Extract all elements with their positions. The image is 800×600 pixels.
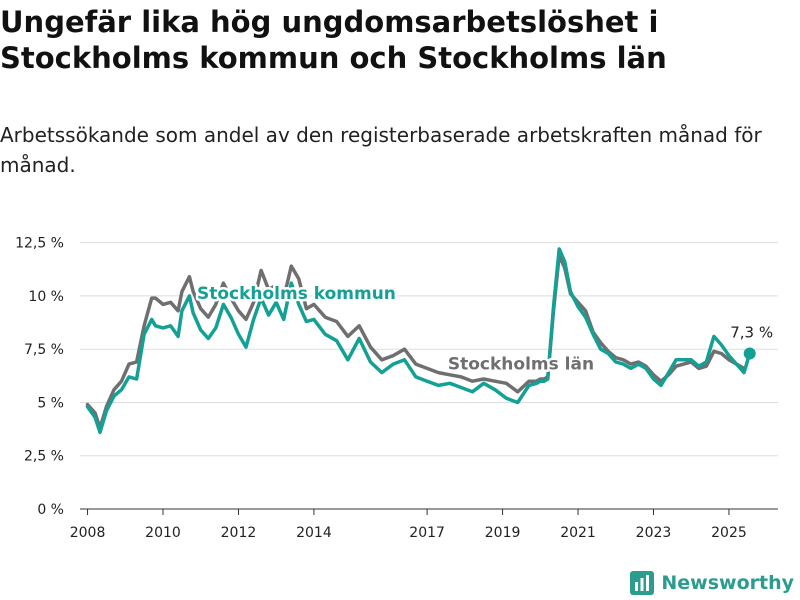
x-tick-label: 2021 bbox=[560, 525, 596, 541]
chart-title: Ungefär lika hög ungdomsarbetslöshet i S… bbox=[0, 5, 667, 75]
y-tick-label: 7,5 % bbox=[24, 342, 64, 358]
x-tick-label: 2010 bbox=[145, 525, 181, 541]
logo-text: Newsworthy bbox=[661, 572, 794, 594]
y-tick-label: 5 % bbox=[37, 395, 64, 411]
chart-subtitle: Arbetssökande som andel av den registerb… bbox=[0, 123, 762, 177]
series-label-halo: Stockholms kommun bbox=[197, 284, 396, 304]
y-tick-label: 2,5 % bbox=[24, 449, 64, 465]
x-tick-label: 2014 bbox=[296, 525, 332, 541]
x-tick-label: 2023 bbox=[636, 525, 672, 541]
x-tick-label: 2008 bbox=[70, 525, 106, 541]
series-line-lan bbox=[85, 253, 746, 430]
series-label-halo: Stockholms län bbox=[448, 354, 594, 374]
y-tick-label: 0 % bbox=[37, 502, 64, 518]
end-point-marker bbox=[743, 347, 756, 360]
series-label-kommun: Stockholms kommun bbox=[197, 284, 396, 304]
series-lines bbox=[85, 247, 756, 435]
series-label-lan: Stockholms län bbox=[448, 354, 594, 374]
x-tick-label: 2017 bbox=[409, 525, 445, 541]
x-tick-label: 2012 bbox=[221, 525, 257, 541]
logo-icon bbox=[630, 571, 655, 595]
x-tick-label: 2025 bbox=[711, 525, 747, 541]
y-tick-label: 12,5 % bbox=[15, 236, 64, 252]
series-line-kommun bbox=[85, 247, 752, 435]
y-tick-label: 10 % bbox=[28, 289, 64, 305]
axes: 0 % 2,5 % 5 % 7,5 % 10 % 12,5 % 2008 2010 2012 20… bbox=[15, 236, 778, 541]
newsworthy-logo: Newsworthy bbox=[629, 570, 794, 596]
end-value-label: 7,3 % bbox=[730, 323, 773, 341]
x-tick-label: 2019 bbox=[485, 525, 521, 541]
